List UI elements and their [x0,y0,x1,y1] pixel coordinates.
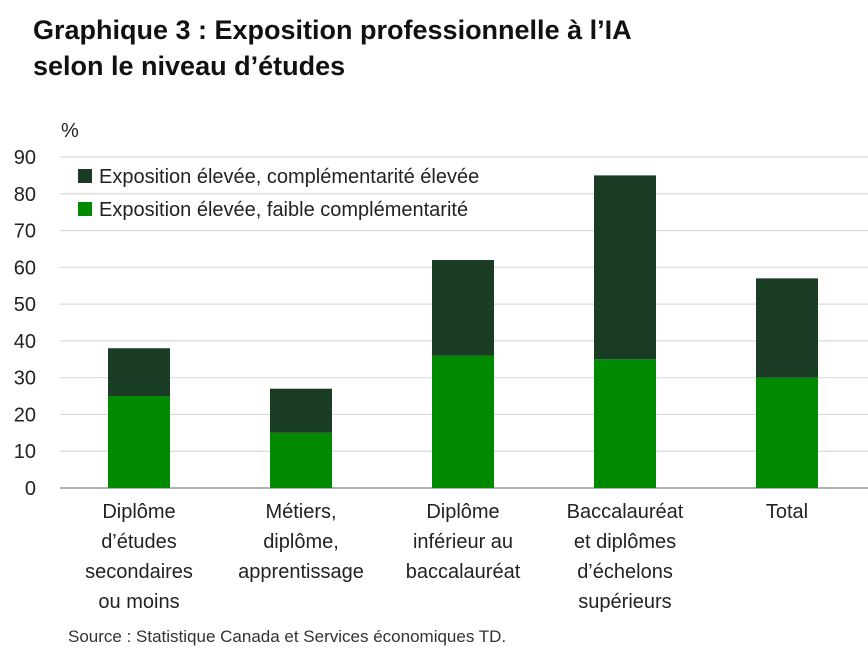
bar-segment-elevee [594,175,656,360]
y-tick-label: 50 [14,294,36,316]
x-axis-categories: Diplôme d’études secondaires ou moins Métier… [85,501,808,613]
bar-segment-elevee [432,259,494,356]
x-category-label-line: inférieur au [413,531,513,553]
legend-swatch [78,169,92,183]
x-category-label-line: Baccalauréat [567,501,684,523]
x-category-label: Métiers, diplôme, apprentissage [238,501,364,583]
y-tick-label: 90 [14,147,36,169]
title-line-2: selon le niveau d’études [33,51,346,81]
y-tick-label: 10 [14,441,36,463]
x-category-label-line: supérieurs [578,591,671,613]
bar-segment-faible [432,355,494,488]
bar-segment-faible [108,396,170,488]
x-category-label-line: Total [766,501,808,523]
x-category-label: Baccalauréat et diplômes d’échelons supérie… [567,501,684,613]
x-category-label: Diplôme d’études secondaires ou moins [85,501,193,613]
x-category-label-line: baccalauréat [406,561,521,583]
y-tick-label: 70 [14,221,36,243]
x-category-label-line: Diplôme [426,501,499,523]
x-category-label-line: secondaires [85,561,193,583]
x-category-label-line: apprentissage [238,561,364,583]
x-category-label-line: d’études [101,531,177,553]
title-line-1: Graphique 3 : Exposition professionnelle… [33,15,632,45]
bar-segment-faible [270,432,332,488]
bars [108,175,818,488]
y-tick-label: 30 [14,368,36,390]
legend: Exposition élevée, complémentarité élevé… [78,166,479,221]
x-category-label-line: d’échelons [577,561,673,583]
x-category-label-line: et diplômes [574,531,676,553]
x-category-label-line: Métiers, [265,501,336,523]
legend-label: Exposition élevée, faible complémentarit… [99,199,468,221]
y-axis-ticks: 0 10 20 30 40 50 60 70 80 90 [14,147,36,500]
y-tick-label: 60 [14,257,36,279]
source-note: Source : Statistique Canada et Services … [68,627,507,646]
x-category-label-line: ou moins [98,591,179,613]
bar-segment-elevee [108,348,170,397]
legend-label: Exposition élevée, complémentarité élevé… [99,166,479,188]
y-tick-label: 20 [14,404,36,426]
x-category-label: Diplôme inférieur au baccalauréat [406,501,521,583]
x-category-label-line: diplôme, [263,531,339,553]
x-category-label: Total [766,501,808,523]
bar-segment-elevee [270,388,332,433]
y-axis-label: % [61,120,79,142]
legend-swatch [78,202,92,216]
y-tick-label: 80 [14,184,36,206]
chart-title: Graphique 3 : Exposition professionnelle… [33,12,853,84]
y-tick-label: 0 [25,478,36,500]
bar-segment-faible [756,377,818,488]
bar-segment-faible [594,359,656,488]
x-category-label-line: Diplôme [102,501,175,523]
y-tick-label: 40 [14,331,36,353]
bar-segment-elevee [756,278,818,378]
